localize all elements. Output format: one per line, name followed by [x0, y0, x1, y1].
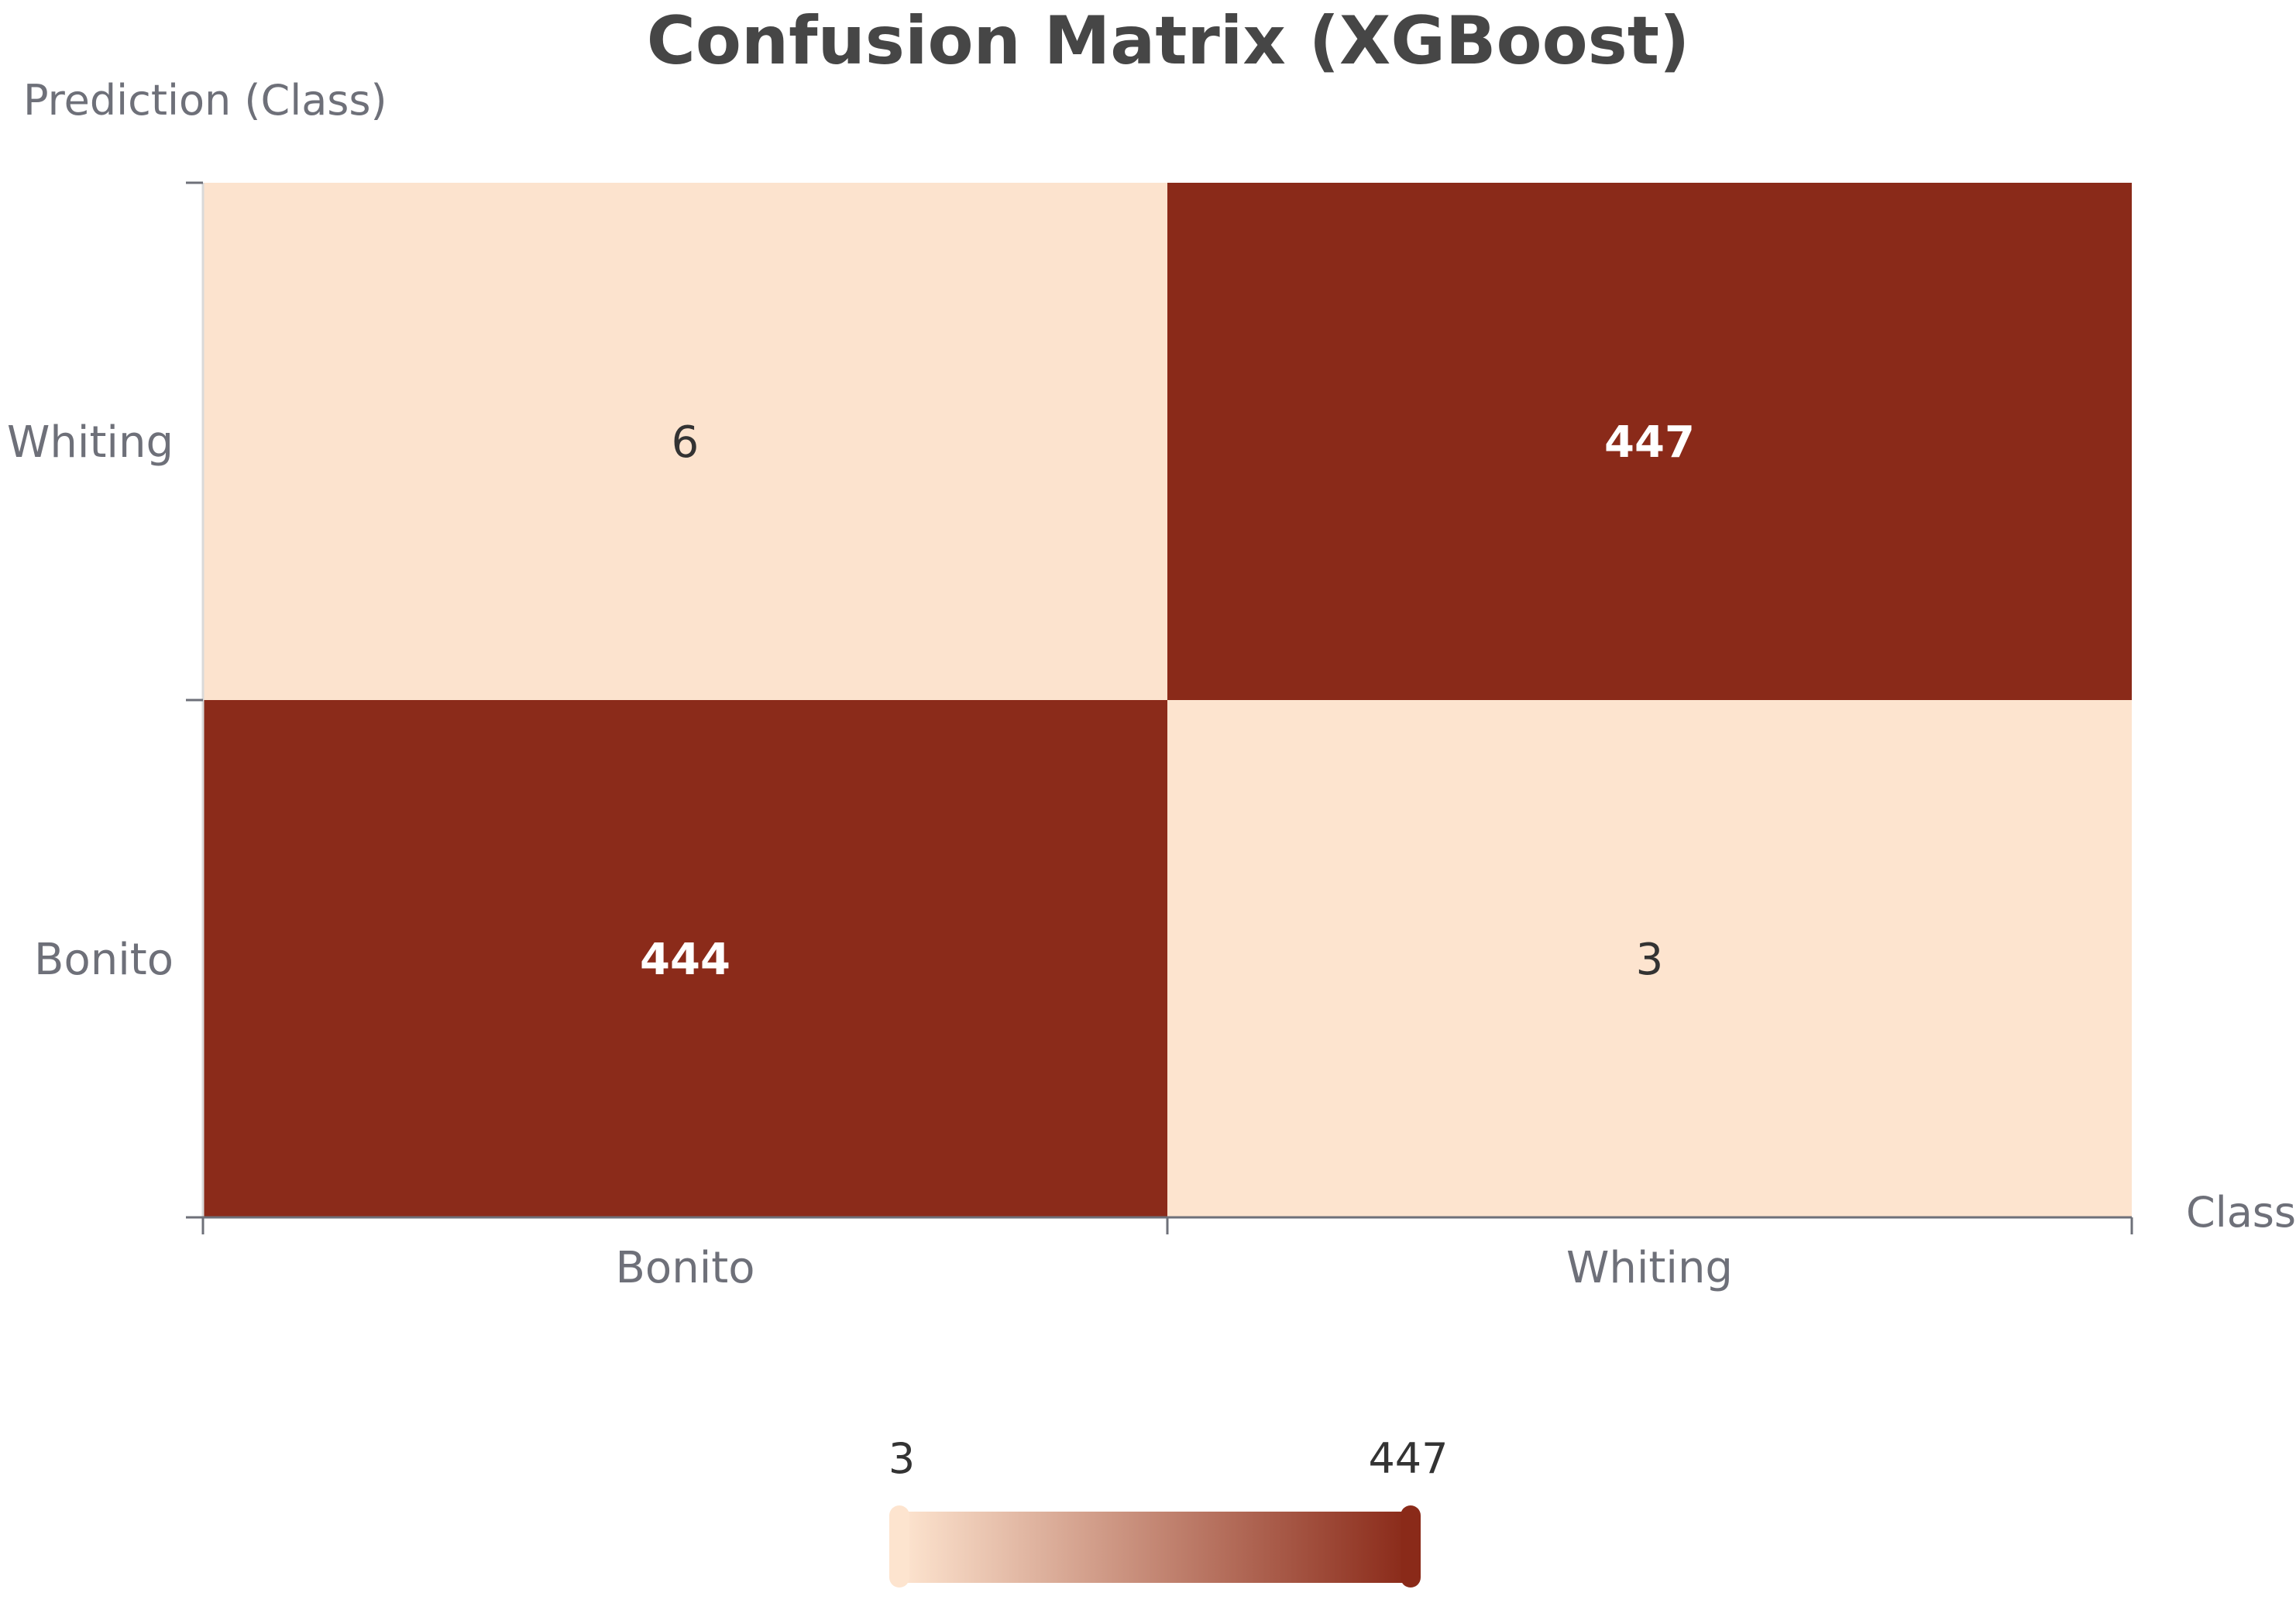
legend-min-label: 3 [888, 1434, 915, 1483]
chart-title: Confusion Matrix (XGBoost) [647, 2, 1690, 80]
heatmap-cell-bonito-whiting [203, 183, 1167, 700]
y-tick-label: Whiting [7, 417, 174, 468]
legend-max-label: 447 [1368, 1434, 1448, 1483]
cell-value-label: 3 [1636, 935, 1664, 985]
x-tick-label: Whiting [1566, 1243, 1733, 1293]
x-ticks: Bonito Whiting [201, 1217, 2133, 1293]
heatmap-cell-whiting-bonito [1167, 700, 2132, 1217]
x-tick-label: Bonito [616, 1243, 755, 1293]
legend-handle-max[interactable] [1401, 1505, 1421, 1588]
legend-handle-min[interactable] [889, 1505, 909, 1588]
legend-gradient-bar [902, 1512, 1408, 1583]
y-ticks: Bonito Whiting [7, 181, 203, 1219]
heatmap-cell-whiting-whiting [1167, 183, 2132, 700]
cell-value-label: 447 [1604, 417, 1695, 468]
visual-map-legend: 3 447 [888, 1434, 1449, 1588]
heatmap-cells: 6 447 444 3 [203, 183, 2132, 1217]
cell-value-label: 444 [640, 935, 730, 985]
heatmap-cell-bonito-bonito [203, 700, 1167, 1217]
cell-value-label: 6 [672, 417, 699, 468]
y-tick-label: Bonito [34, 935, 174, 985]
x-axis-name: Class [2186, 1188, 2296, 1237]
y-axis-name: Prediction (Class) [23, 76, 387, 125]
